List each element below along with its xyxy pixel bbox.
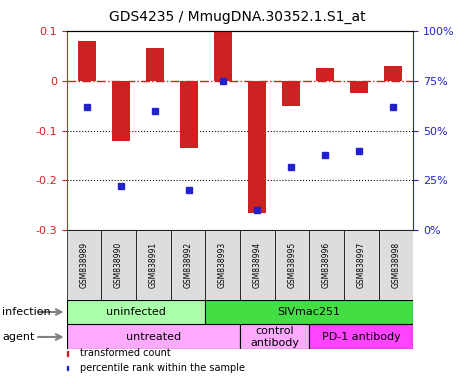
Text: GSM838997: GSM838997: [357, 242, 366, 288]
Text: untreated: untreated: [125, 332, 181, 342]
Bar: [383, 66, 402, 81]
Text: GSM838998: GSM838998: [391, 242, 400, 288]
Text: infection: infection: [2, 307, 51, 317]
Text: GSM838989: GSM838989: [79, 242, 88, 288]
Bar: [309, 230, 344, 300]
Text: GSM838995: GSM838995: [287, 242, 296, 288]
Bar: [66, 300, 205, 324]
Bar: [309, 324, 413, 349]
Text: GDS4235 / MmugDNA.30352.1.S1_at: GDS4235 / MmugDNA.30352.1.S1_at: [109, 10, 366, 24]
Bar: [344, 230, 379, 300]
Bar: [205, 230, 240, 300]
Bar: [275, 230, 309, 300]
Bar: [101, 230, 136, 300]
Text: GSM838991: GSM838991: [149, 242, 158, 288]
Text: transformed count: transformed count: [80, 348, 171, 358]
Bar: [379, 230, 413, 300]
Bar: [145, 48, 164, 81]
Bar: [315, 68, 334, 81]
Bar: [171, 230, 205, 300]
Text: uninfected: uninfected: [106, 307, 166, 317]
Text: PD-1 antibody: PD-1 antibody: [322, 332, 400, 342]
Text: GSM838993: GSM838993: [218, 242, 227, 288]
Bar: [282, 81, 300, 106]
Bar: [66, 230, 101, 300]
Text: control
antibody: control antibody: [250, 326, 299, 348]
Bar: [112, 81, 130, 141]
Bar: [180, 81, 198, 148]
Text: percentile rank within the sample: percentile rank within the sample: [80, 363, 245, 373]
Text: GSM838992: GSM838992: [183, 242, 192, 288]
Text: GSM838996: GSM838996: [322, 242, 331, 288]
Bar: [240, 324, 309, 349]
Bar: [205, 300, 413, 324]
Bar: [214, 31, 232, 81]
Text: GSM838994: GSM838994: [253, 242, 262, 288]
Bar: [136, 230, 171, 300]
Bar: [66, 324, 240, 349]
Bar: [240, 230, 275, 300]
Text: agent: agent: [2, 332, 35, 342]
Text: GSM838990: GSM838990: [114, 242, 123, 288]
Bar: [247, 81, 266, 213]
Bar: [350, 81, 368, 93]
Bar: [77, 41, 96, 81]
Text: SIVmac251: SIVmac251: [278, 307, 341, 317]
